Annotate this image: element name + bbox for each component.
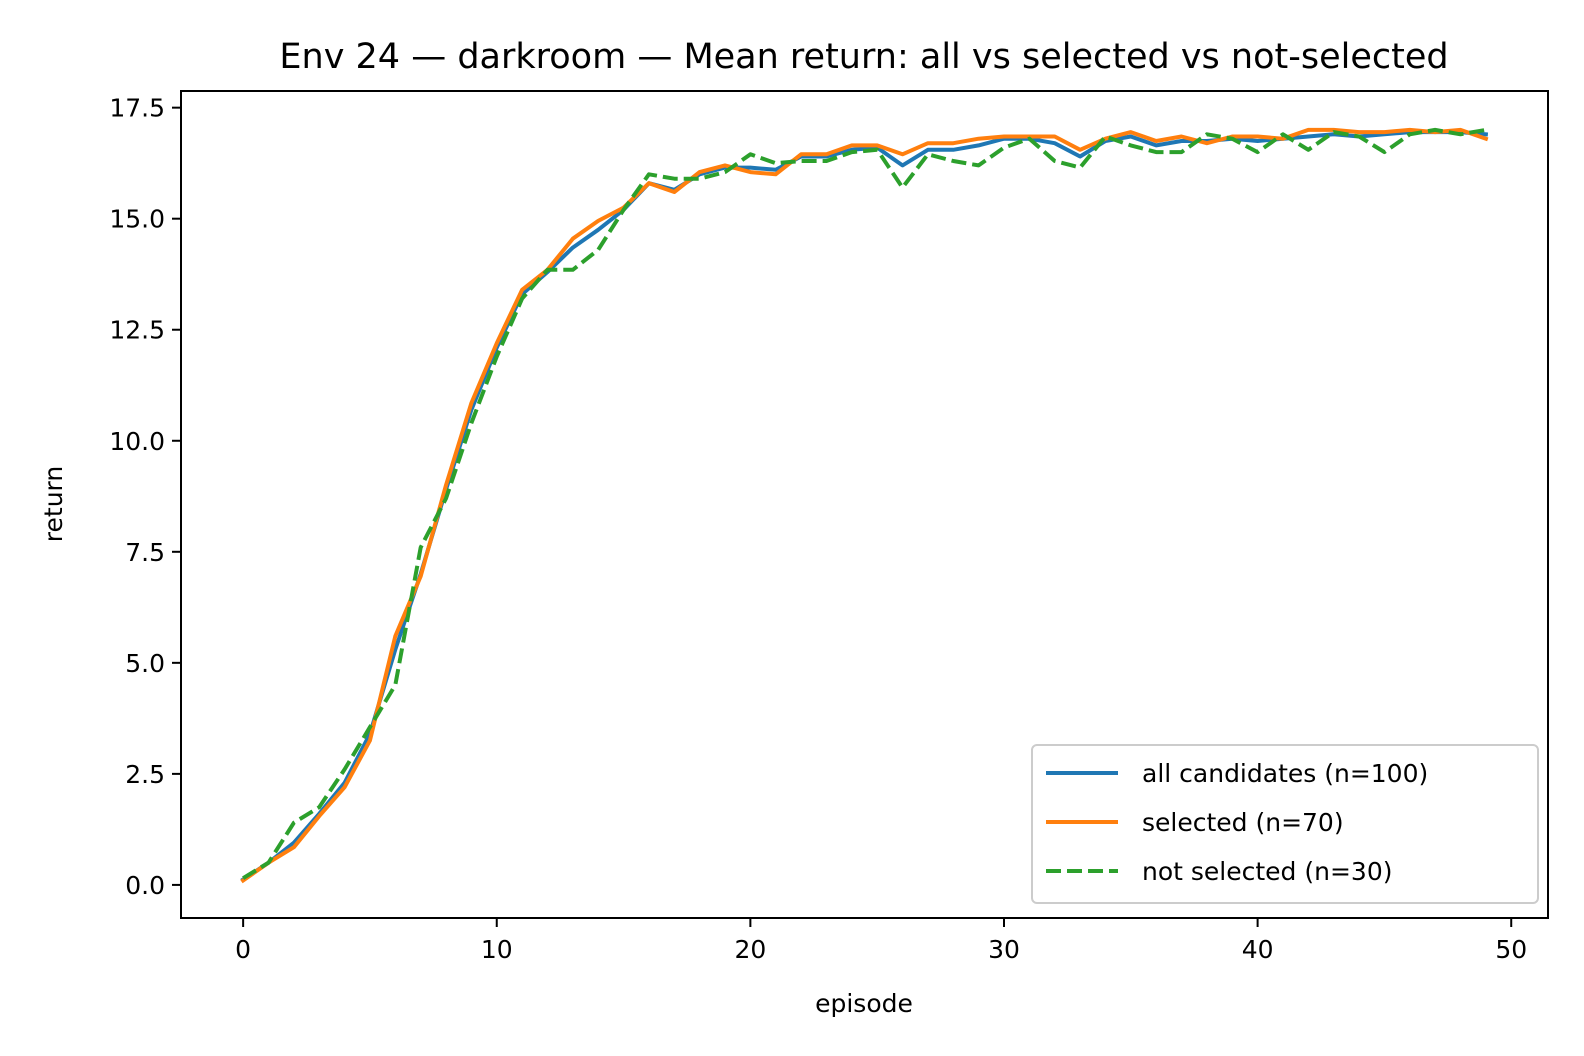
x-tick-label: 40: [1242, 935, 1274, 964]
legend-label-selected: selected (n=70): [1142, 808, 1344, 837]
legend-label-not-selected: not selected (n=30): [1142, 857, 1392, 886]
x-tick-label: 30: [988, 935, 1020, 964]
y-tick-label: 12.5: [109, 316, 165, 345]
x-tick-label: 0: [235, 935, 251, 964]
y-tick-label: 7.5: [125, 538, 165, 567]
y-tick-label: 5.0: [125, 649, 165, 678]
x-tick-label: 50: [1495, 935, 1527, 964]
y-tick-label: 2.5: [125, 760, 165, 789]
x-tick-label: 10: [481, 935, 513, 964]
series-line-not-selected: [242, 127, 1487, 880]
x-axis-label: episode: [815, 989, 913, 1018]
legend-box: [1031, 744, 1539, 904]
y-axis: 0.0 2.5 5.0 7.5 10.0 12.5 15.0 17.5: [109, 94, 181, 900]
x-axis: 0 10 20 30 40 50: [235, 918, 1527, 964]
y-tick-label: 10.0: [109, 427, 165, 456]
plot-frame: [180, 90, 1549, 919]
y-tick-label: 15.0: [109, 205, 165, 234]
x-tick-label: 20: [734, 935, 766, 964]
legend-label-all: all candidates (n=100): [1142, 759, 1428, 788]
y-axis-label: return: [39, 466, 68, 542]
y-tick-label: 17.5: [109, 94, 165, 123]
plot-lines: [240, 127, 1489, 884]
series-line-selected: [240, 127, 1489, 884]
chart-title: Env 24 — darkroom — Mean return: all vs …: [279, 37, 1448, 77]
legend: all candidates (n=100) selected (n=70) n…: [1031, 744, 1539, 904]
y-tick-label: 0.0: [125, 871, 165, 900]
